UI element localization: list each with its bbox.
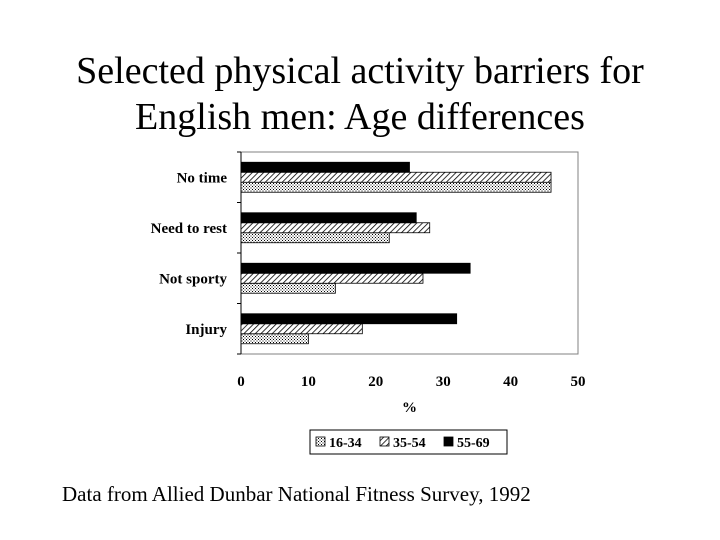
legend-box xyxy=(309,429,508,455)
x-tick-label: 30 xyxy=(436,374,451,390)
bar xyxy=(240,282,336,294)
bar xyxy=(240,171,552,183)
legend-swatch xyxy=(379,436,390,447)
legend-swatch xyxy=(315,436,326,447)
category-label: Need to rest xyxy=(151,221,227,237)
bar xyxy=(240,161,410,173)
x-tick-label: 10 xyxy=(301,374,316,390)
bar xyxy=(240,232,390,244)
plot-area: No time Need to rest Not sporty Injury 0 10 20… xyxy=(151,151,586,416)
x-tick-label: 50 xyxy=(571,374,586,390)
x-tick-label: 0 xyxy=(237,374,245,390)
category-label: Not sporty xyxy=(159,271,227,287)
bar xyxy=(240,181,552,193)
title-line-2: English men: Age differences xyxy=(135,96,585,138)
bar xyxy=(240,272,424,284)
bar xyxy=(240,323,363,335)
bar xyxy=(240,222,431,234)
legend-label: 35-54 xyxy=(393,436,426,451)
bar xyxy=(240,262,471,274)
category-label: No time xyxy=(177,170,228,186)
legend-swatch xyxy=(443,436,454,447)
category-label: Injury xyxy=(185,322,227,338)
chart-legend: 16-34 35-54 55-69 xyxy=(309,429,508,455)
x-tick-label: 20 xyxy=(368,374,383,390)
x-tick-label: 40 xyxy=(503,374,518,390)
source-note: Data from Allied Dunbar National Fitness… xyxy=(62,482,531,506)
legend-label: 55-69 xyxy=(457,436,490,451)
bar xyxy=(240,313,458,325)
title-line-1: Selected physical activity barriers for xyxy=(76,50,644,92)
x-axis-label: % xyxy=(402,400,417,416)
bar xyxy=(240,212,417,224)
legend-label: 16-34 xyxy=(329,436,362,451)
bar xyxy=(240,333,309,345)
slide-title: Selected physical activity barriers for … xyxy=(0,48,720,140)
